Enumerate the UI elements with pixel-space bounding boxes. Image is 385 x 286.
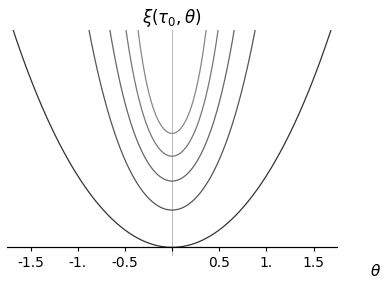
- Title: $\xi(\tau_0,\theta)$: $\xi(\tau_0,\theta)$: [142, 7, 202, 29]
- Text: $\theta$: $\theta$: [370, 263, 381, 279]
